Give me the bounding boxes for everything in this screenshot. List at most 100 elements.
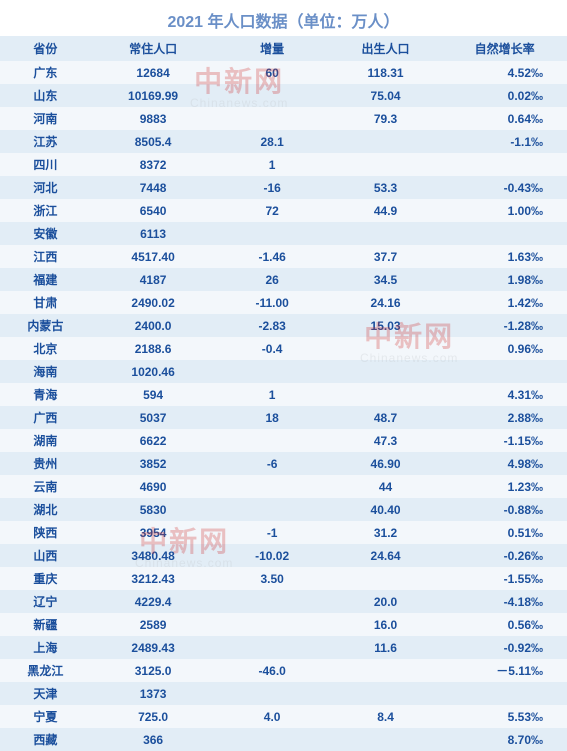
table-row: 陕西3954-131.20.51‰ (0, 521, 567, 544)
table-row: 浙江65407244.91.00‰ (0, 199, 567, 222)
table-cell (215, 84, 328, 107)
table-cell: 40.40 (329, 498, 442, 521)
table-cell: -16 (215, 176, 328, 199)
table-cell: 内蒙古 (0, 314, 91, 337)
table-cell (329, 567, 442, 590)
table-cell: 1.98‰ (442, 268, 567, 291)
table-cell (215, 636, 328, 659)
table-row: 河南988379.30.64‰ (0, 107, 567, 130)
table-cell: 37.7 (329, 245, 442, 268)
table-cell: 6540 (91, 199, 216, 222)
table-header-row: 省份常住人口增量出生人口自然增长率 (0, 36, 567, 61)
table-cell: 725.0 (91, 705, 216, 728)
table-cell: 重庆 (0, 567, 91, 590)
table-cell: 5037 (91, 406, 216, 429)
table-cell: 1020.46 (91, 360, 216, 383)
table-cell: 4229.4 (91, 590, 216, 613)
table-cell: 0.96‰ (442, 337, 567, 360)
table-row: 江西4517.40-1.4637.71.63‰ (0, 245, 567, 268)
table-cell: -10.02 (215, 544, 328, 567)
table-cell: 8505.4 (91, 130, 216, 153)
table-cell (329, 337, 442, 360)
table-row: 云南4690441.23‰ (0, 475, 567, 498)
table-cell: 4187 (91, 268, 216, 291)
table-cell: 青海 (0, 383, 91, 406)
table-cell (442, 682, 567, 705)
table-row: 甘肃2490.02-11.0024.161.42‰ (0, 291, 567, 314)
table-cell: 6622 (91, 429, 216, 452)
table-cell: 3212.43 (91, 567, 216, 590)
table-row: 西藏3668.70‰ (0, 728, 567, 751)
table-cell: 浙江 (0, 199, 91, 222)
table-cell: 24.16 (329, 291, 442, 314)
table-cell: 四川 (0, 153, 91, 176)
table-cell: -1.15‰ (442, 429, 567, 452)
table-row: 上海2489.4311.6-0.92‰ (0, 636, 567, 659)
table-cell: 12684 (91, 61, 216, 84)
table-cell: 1.42‰ (442, 291, 567, 314)
table-cell: 53.3 (329, 176, 442, 199)
table-row: 江苏8505.428.1-1.1‰ (0, 130, 567, 153)
table-row: 广西50371848.72.88‰ (0, 406, 567, 429)
table-cell: 2188.6 (91, 337, 216, 360)
table-cell: 黑龙江 (0, 659, 91, 682)
table-cell: 594 (91, 383, 216, 406)
table-cell: -0.88‰ (442, 498, 567, 521)
table-cell: 44 (329, 475, 442, 498)
table-cell: 3.50 (215, 567, 328, 590)
table-cell: -0.92‰ (442, 636, 567, 659)
population-table: 省份常住人口增量出生人口自然增长率 广东1268460118.314.52‰山东… (0, 36, 567, 751)
column-header: 省份 (0, 36, 91, 61)
table-cell: 2400.0 (91, 314, 216, 337)
table-cell: 1373 (91, 682, 216, 705)
table-cell: 天津 (0, 682, 91, 705)
table-cell: -1.55‰ (442, 567, 567, 590)
table-row: 宁夏725.04.08.45.53‰ (0, 705, 567, 728)
table-cell: 5.53‰ (442, 705, 567, 728)
table-cell (329, 130, 442, 153)
table-cell: 4.31‰ (442, 383, 567, 406)
table-cell: -0.26‰ (442, 544, 567, 567)
table-cell: 48.7 (329, 406, 442, 429)
table-cell: 3852 (91, 452, 216, 475)
table-cell: 2489.43 (91, 636, 216, 659)
table-cell: 广西 (0, 406, 91, 429)
table-row: 天津1373 (0, 682, 567, 705)
table-cell: 陕西 (0, 521, 91, 544)
table-cell: 118.31 (329, 61, 442, 84)
table-cell: 北京 (0, 337, 91, 360)
table-cell: 3954 (91, 521, 216, 544)
table-cell (215, 613, 328, 636)
table-cell: 24.64 (329, 544, 442, 567)
table-cell: 8372 (91, 153, 216, 176)
table-cell (215, 475, 328, 498)
table-cell: 7448 (91, 176, 216, 199)
table-cell: 4517.40 (91, 245, 216, 268)
table-cell: 4.52‰ (442, 61, 567, 84)
table-row: 山西3480.48-10.0224.64-0.26‰ (0, 544, 567, 567)
table-cell: -0.43‰ (442, 176, 567, 199)
table-row: 广东1268460118.314.52‰ (0, 61, 567, 84)
table-cell: 宁夏 (0, 705, 91, 728)
table-cell: 湖南 (0, 429, 91, 452)
table-row: 辽宁4229.420.0-4.18‰ (0, 590, 567, 613)
table-cell: -1.28‰ (442, 314, 567, 337)
table-cell: 8.4 (329, 705, 442, 728)
table-row: 内蒙古2400.0-2.8315.03-1.28‰ (0, 314, 567, 337)
table-cell: 海南 (0, 360, 91, 383)
table-cell (329, 222, 442, 245)
table-row: 湖南662247.3-1.15‰ (0, 429, 567, 452)
table-cell: -1 (215, 521, 328, 544)
table-cell: 贵州 (0, 452, 91, 475)
table-cell (329, 360, 442, 383)
table-cell: -4.18‰ (442, 590, 567, 613)
table-cell: 0.64‰ (442, 107, 567, 130)
table-cell: 江苏 (0, 130, 91, 153)
table-row: 湖北583040.40-0.88‰ (0, 498, 567, 521)
table-row: 重庆3212.433.50 -1.55‰ (0, 567, 567, 590)
table-cell: 5830 (91, 498, 216, 521)
table-cell: 75.04 (329, 84, 442, 107)
column-header: 出生人口 (329, 36, 442, 61)
table-cell: 4.98‰ (442, 452, 567, 475)
table-cell: 0.51‰ (442, 521, 567, 544)
